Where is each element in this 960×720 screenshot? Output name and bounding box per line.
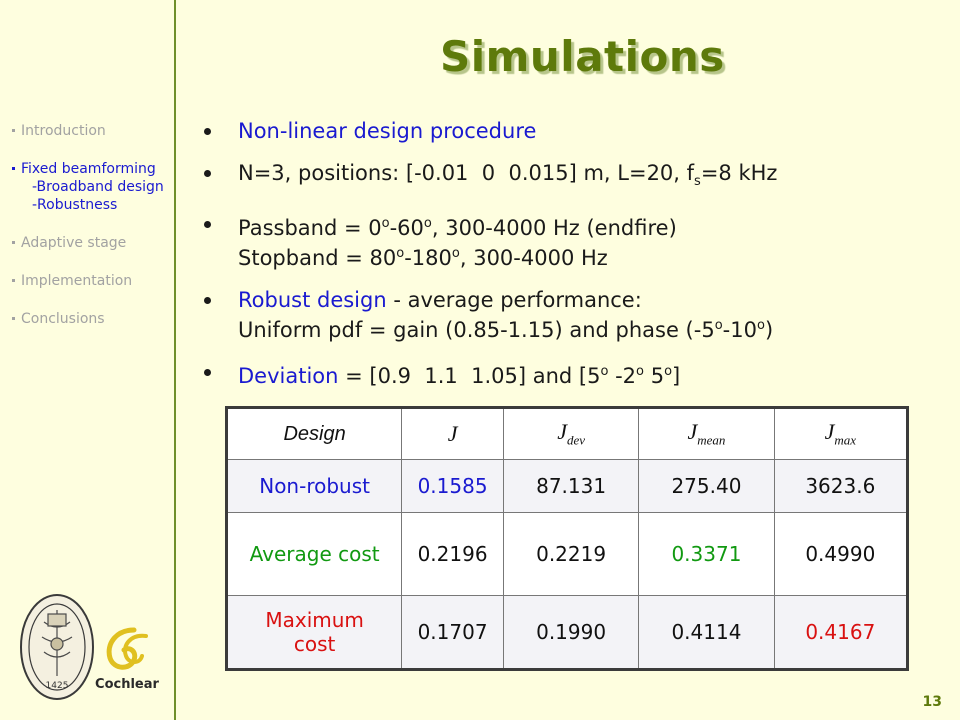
bullet-dot — [204, 170, 211, 177]
bullet-text: Stopband = 80 — [238, 246, 397, 271]
bullet-text: Non-linear design procedure — [238, 119, 537, 143]
row-label: Maximum cost — [225, 595, 403, 670]
table-header-row: Design J Jdev Jmean Jmax — [225, 407, 909, 460]
table-row: Average cost 0.2196 0.2219 0.3371 0.4990 — [225, 512, 909, 596]
row-label: Average cost — [225, 512, 403, 596]
bullet-item: N=3, positions: [-0.01 0 0.015] m, L=20,… — [204, 160, 944, 195]
table-cell: 0.1990 — [502, 595, 640, 670]
nav-subitem-robustness[interactable]: -Robustness — [32, 197, 118, 213]
header-symbol: J — [557, 419, 567, 445]
sidebar-nav: Introduction Fixed beamforming -Broadban… — [12, 122, 172, 328]
bullet-text: =8 kHz — [700, 161, 778, 185]
bullet-text: N=3, positions: [-0.01 0 0.015] m, L=20,… — [238, 161, 695, 185]
degree-mark: o — [600, 364, 609, 380]
bullet-emphasis: Robust design — [238, 288, 387, 313]
degree-mark: o — [664, 364, 673, 380]
nav-item-conclusions[interactable]: Conclusions — [12, 310, 172, 328]
bullet-text: 5 — [644, 364, 665, 389]
header-j-dev: Jdev — [502, 407, 640, 460]
bullet-list: Non-linear design procedure N=3, positio… — [204, 118, 944, 405]
degree-mark: o — [451, 246, 460, 262]
row-label-line: Maximum — [265, 608, 364, 632]
table-cell: 0.4167 — [773, 595, 909, 670]
bullet-text: -2 — [608, 364, 637, 389]
degree-mark: o — [396, 246, 405, 262]
table-cell: 3623.6 — [773, 459, 909, 513]
university-seal-logo: 1425 — [20, 594, 94, 700]
row-label-line: cost — [293, 632, 336, 656]
bullet-text: -180 — [404, 246, 452, 271]
bullet-text: , 300-4000 Hz (endfire) — [431, 216, 677, 241]
bullet-emphasis: Deviation — [238, 364, 339, 389]
nav-item-introduction[interactable]: Introduction — [12, 122, 172, 140]
header-j-mean: Jmean — [638, 407, 775, 460]
page-number: 13 — [922, 694, 942, 710]
slide-title: Simulations — [440, 32, 725, 81]
bullet-text: ) — [764, 318, 774, 343]
degree-mark: o — [714, 318, 723, 334]
results-table: Design J Jdev Jmean Jmax Non-robust 0.15… — [225, 406, 909, 671]
subscript: s — [694, 174, 701, 190]
bullet-item: Passband = 0o-60o, 300-4000 Hz (endfire)… — [204, 211, 944, 271]
bullet-dot — [204, 297, 211, 305]
table-cell: 0.1585 — [401, 459, 504, 513]
nav-item-fixed-beamforming[interactable]: Fixed beamforming — [12, 160, 172, 178]
header-j-max: Jmax — [773, 407, 909, 460]
table-cell: 0.4990 — [773, 512, 909, 596]
header-subscript: mean — [697, 432, 726, 448]
bullet-text: , 300-4000 Hz — [459, 246, 608, 271]
table-row: Non-robust 0.1585 87.131 275.40 3623.6 — [225, 459, 909, 513]
table-row: Maximum cost 0.1707 0.1990 0.4114 0.4167 — [225, 595, 909, 670]
table-cell: 0.2219 — [502, 512, 640, 596]
nav-item-adaptive-stage[interactable]: Adaptive stage — [12, 234, 172, 252]
table-cell: 0.3371 — [638, 512, 775, 596]
header-symbol: J — [824, 419, 835, 445]
bullet-item: Robust design - average performance: Uni… — [204, 287, 944, 343]
cochlear-wordmark: Cochlear — [95, 677, 159, 692]
bullet-dot — [204, 221, 211, 229]
bullet-text: Uniform pdf = gain (0.85-1.15) and phase… — [238, 318, 715, 343]
header-symbol: J — [687, 419, 698, 445]
degree-mark: o — [636, 364, 645, 380]
table-cell: 87.131 — [502, 459, 640, 513]
bullet-text: - average performance: — [386, 288, 642, 313]
cochlear-logo: Cochlear — [95, 627, 160, 692]
bullet-text: -60 — [389, 216, 424, 241]
header-j: J — [401, 407, 504, 460]
bullet-dot — [204, 128, 211, 135]
bullet-text: Passband = 0 — [238, 216, 382, 241]
table-cell: 0.2196 — [401, 512, 504, 596]
table-cell: 275.40 — [638, 459, 775, 513]
bullet-dot — [204, 369, 211, 377]
header-design: Design — [225, 407, 403, 460]
degree-mark: o — [756, 318, 765, 334]
bullet-text: -10 — [722, 318, 757, 343]
bullet-item: Non-linear design procedure — [204, 118, 944, 144]
header-subscript: max — [834, 432, 857, 448]
bullet-text: ] — [672, 364, 681, 389]
nav-subitem-broadband-design[interactable]: -Broadband design — [32, 179, 164, 195]
row-label: Non-robust — [225, 459, 403, 513]
bullet-text: = [0.9 1.1 1.05] and [5 — [338, 364, 601, 389]
seal-year: 1425 — [46, 681, 69, 691]
header-subscript: dev — [566, 432, 585, 448]
sidebar-divider — [174, 0, 176, 720]
table-cell: 0.1707 — [401, 595, 504, 670]
degree-mark: o — [381, 216, 390, 232]
nav-item-implementation[interactable]: Implementation — [12, 272, 172, 290]
table-cell: 0.4114 — [638, 595, 775, 670]
degree-mark: o — [423, 216, 432, 232]
bullet-item: Deviation = [0.9 1.1 1.05] and [5o -2o 5… — [204, 359, 944, 389]
